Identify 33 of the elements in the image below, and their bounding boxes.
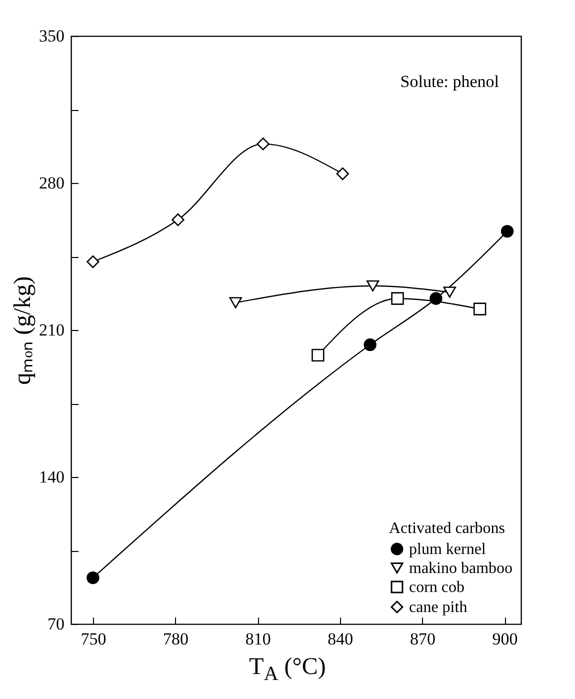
point xyxy=(229,297,242,308)
x-tick-label: 840 xyxy=(328,630,354,648)
point xyxy=(336,167,349,180)
y-tick-label: 350 xyxy=(39,26,64,46)
point xyxy=(364,338,376,352)
point xyxy=(172,213,184,226)
point xyxy=(86,255,100,268)
x-tick-label: 900 xyxy=(492,630,518,648)
y-tick-label: 210 xyxy=(39,320,64,340)
point xyxy=(256,138,270,150)
annotation: Solute: phenol xyxy=(400,72,500,91)
x-tick-label: 870 xyxy=(410,630,436,648)
legend-label: plum kernel xyxy=(409,541,486,558)
point xyxy=(443,286,456,298)
point xyxy=(391,292,404,305)
point xyxy=(312,348,324,362)
y-axis-title: qₘₒₙ (g/kg) xyxy=(10,276,36,385)
point xyxy=(366,280,380,292)
x-tick-label: 810 xyxy=(245,630,271,648)
legend-title: Activated carbons xyxy=(389,520,505,537)
point xyxy=(430,292,442,305)
y-tick-label: 280 xyxy=(39,174,64,192)
y-tick-label: 140 xyxy=(39,468,64,486)
legend-label: corn cob xyxy=(409,579,465,596)
x-axis-title: T$_{A}$ (°C) xyxy=(248,654,327,686)
point xyxy=(86,571,100,584)
legend-label: makino bamboo xyxy=(409,560,513,577)
legend-label: cane pith xyxy=(409,599,468,616)
point xyxy=(500,224,514,238)
y-tick-label: 70 xyxy=(48,614,64,634)
point xyxy=(473,302,486,316)
x-tick-label: 780 xyxy=(163,630,189,648)
x-tick-label: 750 xyxy=(80,630,106,648)
